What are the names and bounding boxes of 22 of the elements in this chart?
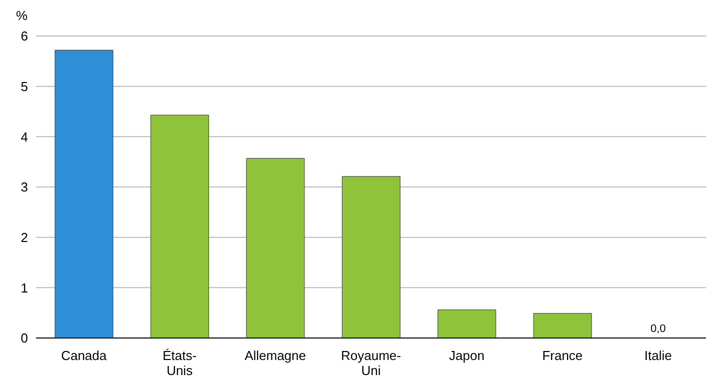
y-tick-label: 1 [20,280,28,296]
bar [342,176,400,338]
x-tick-label: Allemagne [244,348,306,363]
y-tick-label: 5 [20,78,28,94]
y-tick-label: 0 [20,330,28,346]
x-tick-label: France [542,348,583,363]
bar [438,310,496,338]
y-axis-title: % [16,8,28,23]
x-tick-label: États-Unis [162,348,197,378]
x-tick-label: Italie [644,348,672,363]
bar [54,50,114,338]
x-tick-label: Japon [449,348,484,363]
x-tick-label: Canada [61,348,108,363]
y-tick-label: 4 [20,129,28,144]
x-tick-label: Royaume-Uni [341,348,401,378]
bar [150,114,209,338]
y-tick-label: 3 [20,180,28,195]
y-tick-label: 2 [20,230,28,245]
bar [246,158,305,338]
data-label: 0,0 [650,323,666,335]
bar [533,313,592,338]
y-tick-label: 6 [20,28,28,44]
